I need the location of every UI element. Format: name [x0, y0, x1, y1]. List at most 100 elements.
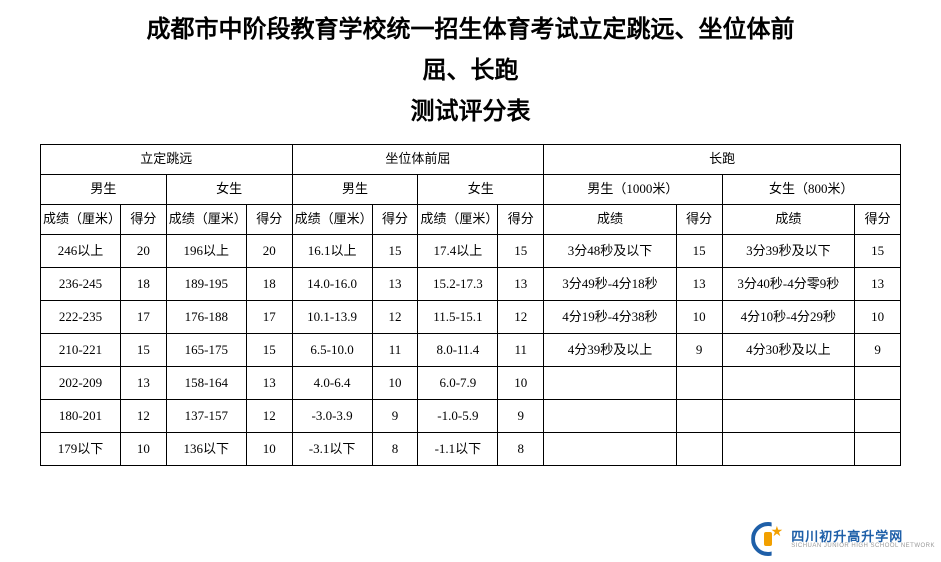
cell-sr_f_p: 11	[498, 334, 544, 367]
col-rn-f-score: 成绩	[722, 205, 855, 235]
cell-rn_m_p	[676, 400, 722, 433]
cell-lj_m_p: 17	[121, 301, 167, 334]
cell-sr_m_s: 16.1以上	[292, 235, 372, 268]
cell-sr_f_p: 9	[498, 400, 544, 433]
cell-lj_f_p: 15	[246, 334, 292, 367]
cell-rn_m_s: 4分39秒及以上	[544, 334, 677, 367]
title-line-1: 成都市中阶段教育学校统一招生体育考试立定跳远、坐位体前	[40, 10, 901, 51]
cell-rn_m_p: 13	[676, 268, 722, 301]
cell-sr_m_s: 14.0-16.0	[292, 268, 372, 301]
cell-sr_m_p: 12	[372, 301, 418, 334]
cell-rn_m_p	[676, 433, 722, 466]
cell-rn_m_s	[544, 367, 677, 400]
crescent-figure-icon: ★	[751, 522, 785, 556]
cell-lj_f_s: 176-188	[166, 301, 246, 334]
col-rn-m-score: 成绩	[544, 205, 677, 235]
cell-rn_f_p: 15	[855, 235, 901, 268]
title-line-3: 测试评分表	[40, 92, 901, 133]
cell-lj_f_p: 12	[246, 400, 292, 433]
table-row: 222-23517176-1881710.1-13.91211.5-15.112…	[41, 301, 901, 334]
cell-sr_f_s: 6.0-7.9	[418, 367, 498, 400]
cell-sr_m_p: 9	[372, 400, 418, 433]
cell-sr_m_s: 4.0-6.4	[292, 367, 372, 400]
cell-sr_m_p: 11	[372, 334, 418, 367]
cell-sr_f_p: 8	[498, 433, 544, 466]
cell-rn_f_s: 3分40秒-4分零9秒	[722, 268, 855, 301]
cell-rn_f_s: 4分10秒-4分29秒	[722, 301, 855, 334]
cell-lj_m_p: 10	[121, 433, 167, 466]
cell-sr_m_s: 6.5-10.0	[292, 334, 372, 367]
cell-lj_f_s: 189-195	[166, 268, 246, 301]
cell-lj_m_p: 20	[121, 235, 167, 268]
cell-sr_m_p: 10	[372, 367, 418, 400]
cell-rn_f_s	[722, 400, 855, 433]
cell-rn_m_s: 3分48秒及以下	[544, 235, 677, 268]
cell-sr_f_p: 12	[498, 301, 544, 334]
cell-sr_f_p: 15	[498, 235, 544, 268]
table-row: 236-24518189-1951814.0-16.01315.2-17.313…	[41, 268, 901, 301]
cell-rn_m_p: 9	[676, 334, 722, 367]
col-lj-m-score: 成绩（厘米）	[41, 205, 121, 235]
cell-rn_f_p	[855, 433, 901, 466]
cell-lj_m_s: 246以上	[41, 235, 121, 268]
cell-sr_m_p: 13	[372, 268, 418, 301]
cell-sr_f_s: 8.0-11.4	[418, 334, 498, 367]
cell-rn_f_s	[722, 433, 855, 466]
cell-sr_f_s: 17.4以上	[418, 235, 498, 268]
cell-rn_m_p: 10	[676, 301, 722, 334]
cell-lj_m_s: 222-235	[41, 301, 121, 334]
cell-sr_f_s: -1.1以下	[418, 433, 498, 466]
cell-sr_m_s: -3.1以下	[292, 433, 372, 466]
col-sr-m-score: 成绩（厘米）	[292, 205, 372, 235]
cell-lj_f_s: 136以下	[166, 433, 246, 466]
cell-rn_f_p: 9	[855, 334, 901, 367]
watermark-cn: 四川初升高升学网	[791, 530, 935, 543]
cell-lj_m_s: 202-209	[41, 367, 121, 400]
cell-lj_f_p: 18	[246, 268, 292, 301]
cell-lj_f_s: 158-164	[166, 367, 246, 400]
cell-lj_m_s: 180-201	[41, 400, 121, 433]
gender-sr-female: 女生	[418, 175, 544, 205]
table-head: 立定跳远 坐位体前屈 长跑 男生 女生 男生 女生 男生（1000米） 女生（8…	[41, 145, 901, 235]
cell-lj_m_p: 13	[121, 367, 167, 400]
table-row: 246以上20196以上2016.1以上1517.4以上153分48秒及以下15…	[41, 235, 901, 268]
cell-lj_f_s: 165-175	[166, 334, 246, 367]
gender-sr-male: 男生	[292, 175, 418, 205]
cell-sr_m_s: -3.0-3.9	[292, 400, 372, 433]
col-lj-f-score: 成绩（厘米）	[166, 205, 246, 235]
cell-sr_f_s: 15.2-17.3	[418, 268, 498, 301]
cell-rn_m_s: 4分19秒-4分38秒	[544, 301, 677, 334]
cell-rn_m_s	[544, 400, 677, 433]
page-title-block: 成都市中阶段教育学校统一招生体育考试立定跳远、坐位体前 屈、长跑 测试评分表	[40, 10, 901, 132]
cell-lj_f_p: 17	[246, 301, 292, 334]
cell-sr_f_s: -1.0-5.9	[418, 400, 498, 433]
cell-rn_f_p: 10	[855, 301, 901, 334]
gender-rn-female: 女生（800米）	[722, 175, 900, 205]
cell-rn_f_p	[855, 367, 901, 400]
watermark-logo: ★ 四川初升高升学网 SICHUAN JUNIOR HIGH SCHOOL NE…	[751, 522, 935, 556]
cell-sr_f_p: 10	[498, 367, 544, 400]
cell-lj_f_s: 137-157	[166, 400, 246, 433]
cell-rn_m_s: 3分49秒-4分18秒	[544, 268, 677, 301]
title-line-2: 屈、长跑	[40, 51, 901, 92]
gender-rn-male: 男生（1000米）	[544, 175, 722, 205]
cell-rn_f_s	[722, 367, 855, 400]
table-body: 246以上20196以上2016.1以上1517.4以上153分48秒及以下15…	[41, 235, 901, 466]
table-row: 179以下10136以下10-3.1以下8-1.1以下8	[41, 433, 901, 466]
cell-lj_f_p: 20	[246, 235, 292, 268]
cell-sr_f_p: 13	[498, 268, 544, 301]
cell-lj_m_s: 179以下	[41, 433, 121, 466]
cell-rn_m_p: 15	[676, 235, 722, 268]
cell-rn_f_s: 4分30秒及以上	[722, 334, 855, 367]
cell-rn_f_p: 13	[855, 268, 901, 301]
cell-lj_m_p: 18	[121, 268, 167, 301]
section-run: 长跑	[544, 145, 901, 175]
cell-rn_f_s: 3分39秒及以下	[722, 235, 855, 268]
cell-lj_f_p: 10	[246, 433, 292, 466]
header-row-genders: 男生 女生 男生 女生 男生（1000米） 女生（800米）	[41, 175, 901, 205]
section-longjump: 立定跳远	[41, 145, 293, 175]
page: 成都市中阶段教育学校统一招生体育考试立定跳远、坐位体前 屈、长跑 测试评分表 立…	[0, 0, 941, 562]
section-sitreach: 坐位体前屈	[292, 145, 544, 175]
cell-lj_f_s: 196以上	[166, 235, 246, 268]
cell-lj_m_p: 12	[121, 400, 167, 433]
